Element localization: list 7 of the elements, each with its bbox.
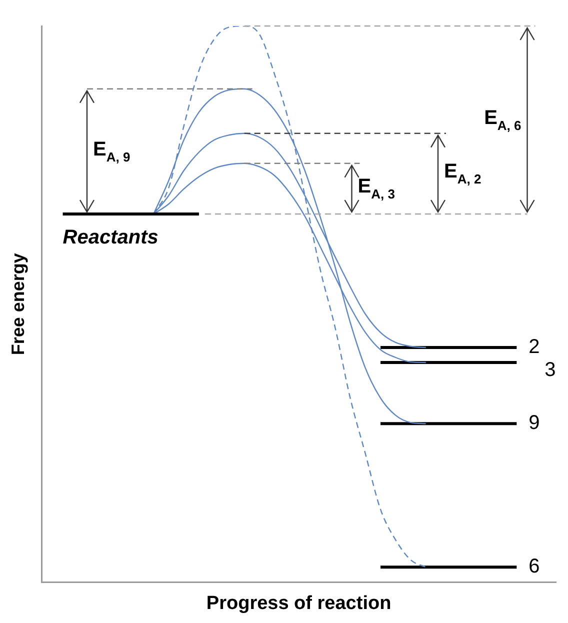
series-label: Reactants: [62, 226, 158, 249]
series-label: 3: [544, 359, 556, 382]
series-label: 2: [528, 336, 540, 358]
y-axis-title: Free energy: [8, 253, 28, 356]
x-axis-title: Progress of reaction: [206, 592, 392, 614]
series-label: 6: [528, 556, 540, 578]
series-label: 9: [528, 412, 540, 434]
